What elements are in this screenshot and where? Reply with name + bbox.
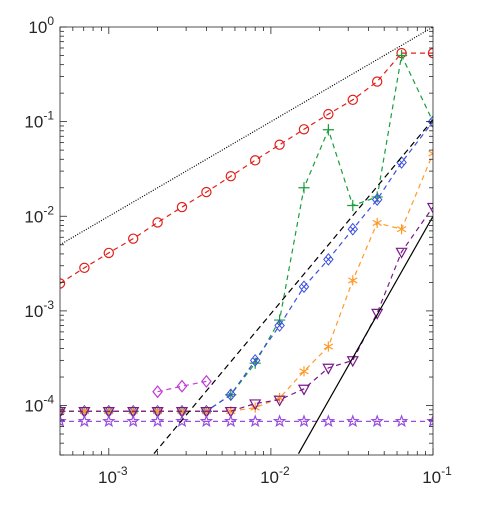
series-line bbox=[157, 380, 207, 393]
y-tick-label: 10-2 bbox=[24, 203, 54, 226]
diamond-marker bbox=[427, 115, 433, 129]
star-marker bbox=[77, 414, 92, 428]
circle-marker bbox=[79, 262, 90, 274]
star-marker bbox=[102, 414, 116, 428]
triangle-down-marker bbox=[224, 407, 237, 419]
series-7 bbox=[60, 27, 433, 246]
y-tick-label: 100 bbox=[28, 14, 54, 37]
triangle-down-marker bbox=[249, 399, 262, 411]
series-1 bbox=[60, 49, 433, 417]
circle-marker bbox=[323, 108, 334, 120]
star-marker bbox=[175, 414, 189, 428]
series-4 bbox=[60, 202, 433, 419]
asterisk-marker bbox=[299, 366, 309, 377]
triangle-down-marker bbox=[175, 407, 189, 419]
star-marker bbox=[126, 414, 140, 428]
series-9 bbox=[297, 215, 433, 454]
diamond-marker bbox=[176, 379, 188, 393]
star-marker bbox=[370, 414, 384, 428]
series-3 bbox=[60, 148, 433, 417]
plus-marker bbox=[298, 182, 310, 194]
series-line bbox=[60, 206, 433, 412]
y-tick-label: 10-1 bbox=[24, 109, 54, 132]
asterisk-marker bbox=[372, 217, 382, 229]
series-line bbox=[60, 52, 433, 284]
tick-label-layer: 10-3 10-2 10-1 10-4 10-3 10-2 10-1 100 bbox=[24, 14, 452, 487]
triangle-down-marker bbox=[426, 202, 433, 214]
series-8 bbox=[153, 119, 433, 455]
circle-marker bbox=[103, 247, 114, 259]
diamond-marker bbox=[371, 193, 383, 206]
series-line bbox=[153, 119, 433, 455]
series-line bbox=[60, 153, 433, 412]
circle-marker bbox=[347, 94, 358, 106]
x-tick-label: 10-2 bbox=[260, 464, 290, 487]
circle-marker bbox=[225, 171, 236, 182]
star-marker bbox=[297, 414, 311, 428]
triangle-down-marker bbox=[322, 363, 335, 375]
star-marker bbox=[321, 414, 336, 428]
asterisk-marker bbox=[323, 341, 334, 352]
star-marker bbox=[224, 414, 238, 428]
star-marker bbox=[394, 414, 409, 428]
series-6 bbox=[60, 414, 433, 428]
triangle-down-marker bbox=[297, 384, 311, 396]
series-line bbox=[60, 27, 433, 246]
series-2 bbox=[60, 115, 433, 418]
diamond-marker bbox=[225, 388, 237, 402]
triangle-down-marker bbox=[151, 407, 164, 419]
star-marker bbox=[150, 414, 165, 428]
triangle-down-marker bbox=[60, 407, 67, 419]
asterisk-marker bbox=[396, 224, 407, 235]
x-tick-label: 10-1 bbox=[422, 464, 452, 487]
y-tick-label: 10-4 bbox=[24, 393, 54, 416]
circle-marker bbox=[298, 124, 310, 135]
triangle-down-marker bbox=[273, 395, 286, 407]
triangle-down-marker bbox=[78, 407, 91, 419]
star-marker bbox=[199, 414, 214, 428]
circle-marker bbox=[176, 201, 188, 213]
star-marker bbox=[272, 414, 287, 428]
series-0 bbox=[60, 47, 433, 289]
circle-marker bbox=[249, 155, 261, 166]
asterisk-marker bbox=[250, 402, 260, 413]
triangle-down-marker bbox=[395, 247, 408, 259]
triangle-down-marker bbox=[127, 407, 140, 419]
diamond-marker bbox=[249, 353, 261, 367]
diamond-marker bbox=[152, 385, 163, 399]
star-marker bbox=[426, 414, 433, 428]
axes-box bbox=[59, 26, 434, 456]
circle-marker bbox=[274, 139, 285, 150]
star-marker bbox=[60, 414, 67, 428]
circle-marker bbox=[371, 76, 383, 87]
triangle-down-marker bbox=[102, 407, 115, 419]
asterisk-marker bbox=[428, 148, 433, 159]
diamond-marker bbox=[347, 222, 359, 236]
star-marker bbox=[346, 414, 360, 428]
y-tick-label: 10-3 bbox=[24, 298, 54, 321]
series-line bbox=[60, 121, 433, 412]
triangle-down-marker bbox=[200, 407, 213, 419]
circle-marker bbox=[152, 217, 163, 228]
diamond-marker bbox=[274, 319, 285, 332]
diamond-marker bbox=[298, 280, 310, 294]
plus-marker bbox=[395, 49, 408, 62]
diamond-marker bbox=[201, 374, 212, 388]
series-line bbox=[60, 53, 433, 412]
plus-marker bbox=[347, 199, 359, 212]
circle-marker bbox=[201, 186, 212, 198]
triangle-down-marker bbox=[371, 308, 384, 320]
star-marker bbox=[248, 414, 262, 428]
series-layer bbox=[60, 27, 433, 455]
plus-marker bbox=[322, 124, 334, 136]
diamond-marker bbox=[323, 253, 334, 266]
circle-marker bbox=[127, 233, 139, 244]
series-line bbox=[297, 215, 433, 454]
series-5 bbox=[152, 374, 212, 399]
x-tick-label: 10-3 bbox=[98, 464, 128, 487]
asterisk-marker bbox=[348, 275, 358, 286]
tick-layer bbox=[59, 26, 434, 456]
